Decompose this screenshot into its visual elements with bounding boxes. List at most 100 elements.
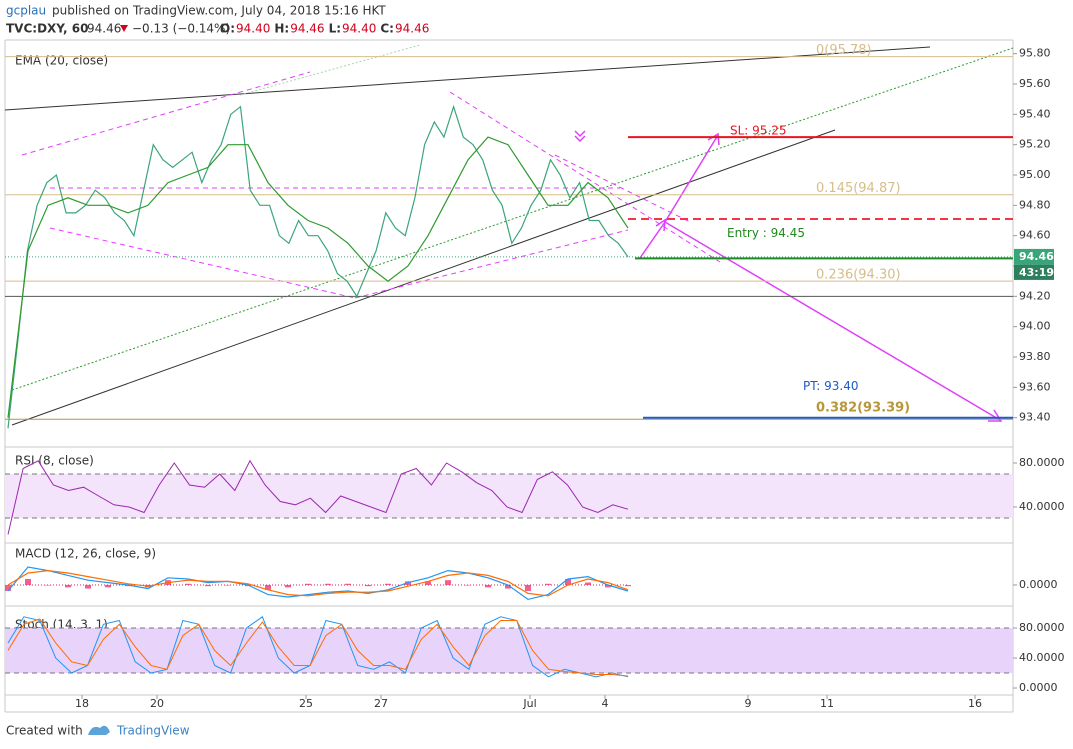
level-label: Entry : 94.45 — [727, 226, 805, 240]
pane-title: Stoch (14, 3, 1) — [15, 618, 108, 632]
y-tick-label: 80.0000 — [1019, 456, 1065, 469]
x-tick-label: 16 — [968, 697, 982, 710]
series-line — [7, 136, 629, 418]
chevron — [574, 130, 586, 143]
histogram-bar — [105, 584, 111, 588]
y-tick-label: 95.20 — [1019, 138, 1051, 151]
pattern-line — [449, 91, 721, 263]
arrows — [574, 130, 1003, 422]
histogram-bar — [565, 578, 571, 585]
y-tick-label: 94.20 — [1019, 289, 1051, 302]
histogram-bar — [505, 584, 511, 589]
last-price: 94.46 — [87, 22, 121, 36]
published-info: published on TradingView.com, July 04, 2… — [52, 4, 386, 18]
histogram-bar — [5, 584, 11, 591]
y-tick-label: 94.80 — [1019, 198, 1051, 211]
symbol: TVC:DXY, 60 — [6, 22, 88, 36]
series-line — [7, 566, 629, 601]
histogram-bar — [225, 584, 231, 586]
histogram-bar — [625, 584, 631, 587]
brand[interactable]: TradingView — [116, 724, 190, 738]
ohlc-key: O: — [220, 22, 235, 36]
countdown: 43:19 — [1019, 266, 1054, 279]
level-label: 0.382(93.39) — [816, 401, 910, 416]
histogram-bar — [45, 584, 51, 586]
ohlc-value: 94.46 — [290, 22, 324, 36]
histogram-bar — [205, 584, 211, 587]
ohlc-value: 94.40 — [342, 22, 376, 36]
y-tick-label: 80.0000 — [1019, 621, 1065, 634]
ohlc-value: 94.40 — [236, 22, 270, 36]
level-label: 0.236(94.30) — [816, 268, 901, 283]
pattern-line — [554, 154, 691, 223]
pane-title: MACD (12, 26, close, 9) — [15, 547, 156, 561]
series-line — [7, 618, 629, 677]
arrow-head — [988, 409, 1003, 422]
footer-text: Created with — [6, 724, 83, 738]
ohlc: O: 94.40 H: 94.46 L: 94.40 C: 94.46 — [220, 22, 429, 36]
arrow — [639, 221, 666, 259]
series-line — [7, 104, 629, 429]
pane-title: RSI (8, close) — [15, 454, 94, 468]
author[interactable]: gcplau — [6, 4, 46, 18]
x-tick-label: 20 — [150, 697, 164, 710]
trend-line — [4, 46, 931, 111]
series-line — [7, 459, 629, 535]
channel-line — [239, 44, 421, 96]
series-line — [7, 616, 629, 678]
level-label: SL: 95.25 — [730, 124, 787, 138]
y-tick-label: 95.80 — [1019, 47, 1051, 60]
histogram-bar — [485, 584, 491, 588]
y-tick-label: 0.0000 — [1019, 681, 1058, 694]
y-tick-label: 93.40 — [1019, 411, 1051, 424]
price-tag-label: 94.46 — [1019, 250, 1054, 263]
pane-title: EMA (20, close) — [15, 54, 108, 68]
countdown-box — [1014, 264, 1054, 280]
y-tick-label: 40.0000 — [1019, 500, 1065, 513]
y-tick-label: 94.60 — [1019, 229, 1051, 242]
pattern-line — [49, 227, 356, 299]
histogram-bar — [585, 582, 591, 585]
pane-borders — [4, 39, 1014, 713]
histogram-bar — [605, 584, 611, 588]
x-tick-label: Jul — [522, 697, 536, 710]
ohlc-key: C: — [380, 22, 394, 36]
histogram-bar — [385, 583, 391, 585]
histogram-bar — [425, 581, 431, 585]
histogram-bar — [365, 584, 371, 587]
logo — [88, 725, 110, 735]
histogram-bar — [545, 583, 551, 585]
pattern-line — [354, 229, 629, 299]
pattern-lines — [21, 71, 721, 299]
price-tag — [1014, 248, 1054, 265]
level-label: PT: 93.40 — [803, 379, 858, 393]
channel-line — [11, 47, 1014, 391]
y-tick-label: 95.60 — [1019, 77, 1051, 90]
x-tick-label: 18 — [75, 697, 89, 710]
y-tick-label: 93.60 — [1019, 380, 1051, 393]
level-label: 0.145(94.87) — [816, 181, 901, 196]
x-tick-label: 27 — [374, 697, 388, 710]
histogram-bar — [285, 584, 291, 588]
arrow — [664, 221, 1001, 421]
level-label: 0(95.78) — [816, 43, 872, 58]
x-tick-label: 25 — [299, 697, 313, 710]
histogram-bar — [325, 583, 331, 585]
histogram-bar — [305, 583, 311, 585]
histogram-bar — [525, 584, 531, 591]
histogram-bar — [85, 584, 91, 589]
band — [5, 473, 1013, 518]
x-tick-label: 9 — [745, 697, 752, 710]
ohlc-key: H: — [274, 22, 289, 36]
histogram-bar — [65, 584, 71, 588]
histogram-bar — [185, 583, 191, 585]
down-arrow — [120, 25, 128, 32]
pattern-line — [21, 71, 311, 156]
change: −0.13 (−0.14%) — [132, 22, 230, 36]
histogram-bar — [265, 584, 271, 590]
arrow — [664, 134, 719, 223]
drawings — [4, 44, 1014, 426]
ohlc-value: 94.46 — [395, 22, 429, 36]
